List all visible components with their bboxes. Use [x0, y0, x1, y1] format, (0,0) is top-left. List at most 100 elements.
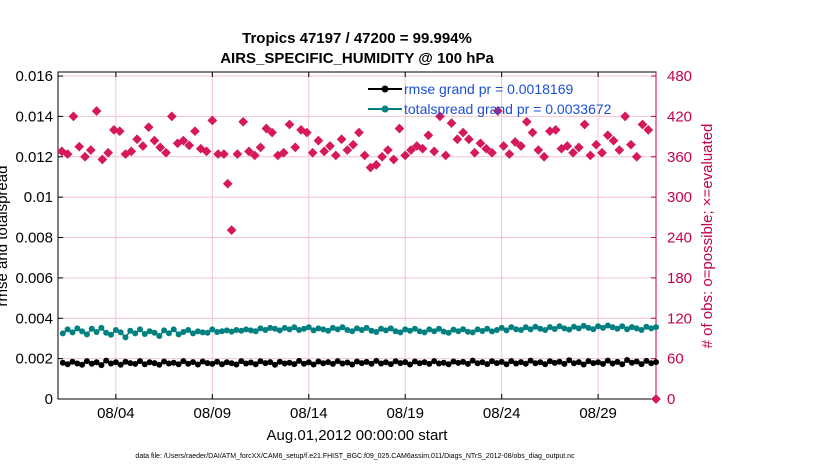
spread-point: [537, 325, 544, 332]
spread-point: [310, 327, 317, 334]
rmse-point: [146, 359, 153, 366]
obs-evaluated-marker: [290, 142, 301, 153]
spread-point: [170, 326, 177, 333]
rmse-point: [619, 361, 626, 368]
obs-evaluated-marker: [602, 130, 613, 141]
spread-point: [354, 325, 360, 332]
obs-evaluated-marker: [161, 147, 171, 158]
obs-evaluated-marker: [80, 151, 90, 162]
spread-point: [566, 326, 573, 333]
rmse-point: [537, 359, 544, 366]
spread-point: [349, 328, 356, 335]
obs-evaluated-marker: [166, 111, 177, 122]
rmse-point: [252, 361, 259, 368]
obs-evaluated-marker: [550, 125, 561, 135]
rmse-point: [585, 358, 592, 365]
rmse-point: [272, 361, 278, 368]
x-axis-ticks: 08/04 08/09 08/14 08/19 08/24 08/29: [97, 72, 617, 422]
spread-point: [320, 326, 327, 333]
spread-point: [305, 324, 312, 331]
spread-point: [165, 330, 172, 337]
spread-point: [122, 334, 129, 341]
rmse-point: [426, 360, 433, 367]
series-obs-evaluated: [57, 106, 661, 404]
rmse-point: [137, 358, 143, 365]
rmse-point: [325, 359, 332, 366]
spread-point: [628, 324, 635, 331]
rmse-point: [334, 358, 341, 365]
obs-evaluated-marker: [91, 106, 102, 116]
spread-point: [262, 327, 269, 333]
rmse-point: [223, 359, 230, 366]
obs-evaluated-marker: [458, 127, 468, 138]
spread-point: [267, 324, 274, 331]
obs-evaluated-marker: [631, 151, 642, 162]
obs-evaluated-marker: [446, 118, 457, 128]
obs-evaluated-marker: [643, 125, 654, 135]
rmse-point: [315, 358, 322, 365]
footer-data-file: data file: /Users/raeder/DAI/ATM_forcXX/…: [135, 453, 575, 460]
spread-point: [301, 325, 307, 332]
rmse-point: [127, 360, 134, 367]
obs-evaluated-marker: [359, 150, 370, 161]
rmse-point: [180, 358, 187, 365]
spread-point: [498, 324, 505, 331]
spread-point: [551, 326, 558, 332]
spread-point: [571, 323, 577, 330]
obs-evaluated-marker: [423, 130, 434, 141]
obs-evaluated-marker: [435, 111, 445, 122]
rmse-point: [518, 359, 524, 366]
spread-point: [460, 326, 467, 333]
obs-evaluated-marker: [348, 139, 358, 150]
right-tick-label: 240: [667, 230, 692, 247]
obs-evaluated-marker: [62, 149, 73, 159]
obs-evaluated-marker: [579, 119, 590, 130]
rmse-point: [310, 361, 317, 368]
rmse-point: [402, 359, 409, 366]
right-tick-label: 60: [667, 351, 684, 368]
spread-point: [585, 324, 592, 331]
obs-evaluated-marker: [226, 225, 237, 235]
obs-evaluated-marker: [184, 140, 195, 151]
spread-point: [653, 324, 659, 331]
spread-point: [204, 329, 211, 336]
rmse-point: [291, 361, 298, 368]
rmse-point: [445, 361, 452, 368]
obs-evaluated-marker: [219, 149, 229, 159]
spread-point: [450, 326, 457, 333]
rmse-point: [503, 361, 510, 368]
rmse-point: [595, 359, 602, 366]
obs-evaluated-marker: [371, 160, 382, 170]
obs-evaluated-marker: [261, 123, 272, 134]
legend: rmse grand pr = 0.0018169 totalspread gr…: [368, 81, 612, 117]
obs-evaluated-marker: [464, 134, 474, 145]
obs-evaluated-marker: [383, 145, 393, 155]
right-tick-label: 300: [667, 189, 692, 206]
rmse-point: [416, 360, 423, 367]
spread-point: [74, 325, 81, 332]
obs-evaluated-marker: [190, 126, 200, 137]
rmse-point: [59, 359, 66, 366]
obs-evaluated-marker: [417, 143, 428, 154]
rmse-point: [281, 360, 288, 367]
obs-evaluated-marker: [440, 150, 451, 161]
rmse-point: [479, 359, 486, 366]
x-tick-label: 08/04: [97, 405, 135, 422]
spread-point: [199, 329, 206, 336]
spread-point: [392, 328, 399, 335]
rmse-point: [392, 358, 399, 365]
rmse-point: [421, 359, 428, 366]
rmse-point: [609, 360, 616, 367]
spread-point: [546, 324, 553, 331]
spread-point: [180, 329, 187, 335]
x-tick-label: 08/09: [194, 405, 232, 422]
rmse-point: [199, 358, 206, 365]
plot-box: [57, 71, 657, 400]
rmse-point: [382, 359, 389, 366]
right-tick-label: 120: [667, 310, 692, 327]
rmse-point: [624, 357, 631, 363]
obs-evaluated-marker: [330, 150, 341, 161]
rmse-point: [339, 360, 346, 367]
obs-evaluated-marker: [249, 150, 260, 161]
spread-point: [281, 324, 288, 331]
